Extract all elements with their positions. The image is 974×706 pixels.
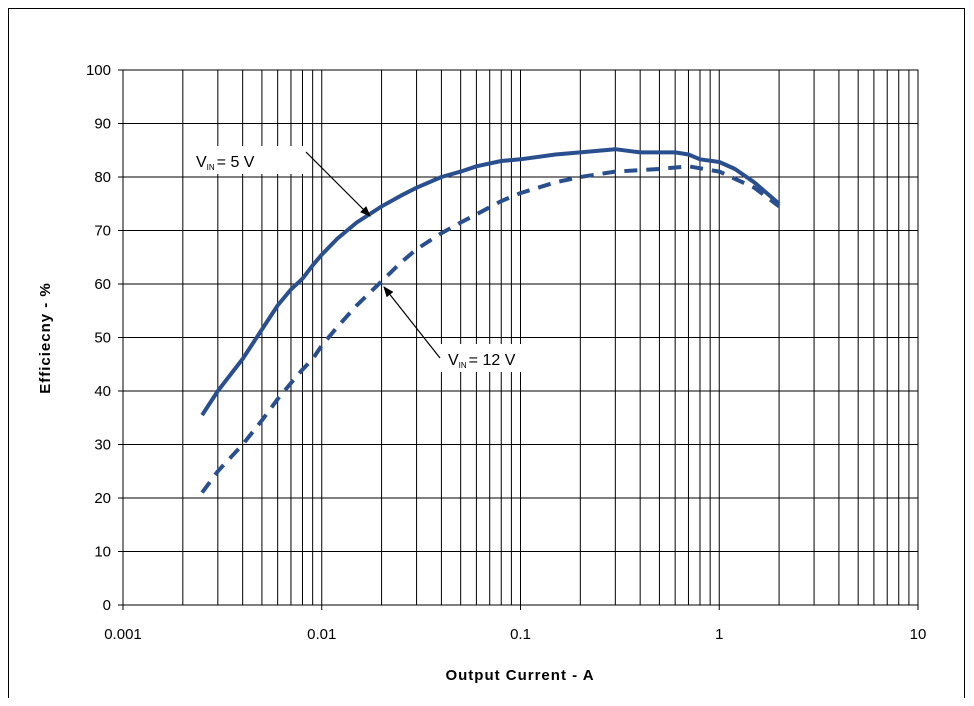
chart-frame: [8, 8, 965, 698]
y-tick-label: 80: [94, 169, 111, 186]
annotation-label: VIN = 5 V: [196, 154, 255, 172]
x-tick-label: 10: [910, 626, 927, 643]
x-tick-label: 0.01: [307, 626, 336, 643]
x-tick-label: 0.1: [510, 626, 531, 643]
y-tick-label: 100: [86, 62, 111, 79]
y-axis-title: Efficiecny - %: [37, 282, 54, 394]
annotation-vin-12v: VIN = 12 V: [383, 286, 574, 372]
y-tick-label: 90: [94, 116, 111, 133]
series-line-vin-5v: [200, 147, 781, 417]
annotation-arrow: [383, 286, 441, 359]
y-tick-label: 70: [94, 223, 111, 240]
y-tick-label: 60: [94, 276, 111, 293]
y-tick-label: 20: [94, 490, 111, 507]
y-tick-label: 10: [94, 544, 111, 561]
annotation-box: [440, 344, 574, 372]
y-tick-label: 0: [103, 597, 111, 614]
annotations: VIN = 5 V VIN = 12 V: [188, 146, 574, 372]
y-tick-label: 30: [94, 437, 111, 454]
x-tick-label: 0.001: [104, 626, 142, 643]
y-tick-label: 40: [94, 383, 111, 400]
x-tick-label: 1: [715, 626, 723, 643]
series-lines: [200, 147, 781, 494]
y-tick-label: 50: [94, 330, 111, 347]
annotation-vin-5v: VIN = 5 V: [188, 146, 371, 217]
annotation-arrow: [305, 151, 371, 217]
x-axis-title: Output Current - A: [445, 667, 594, 684]
annotation-box: [188, 146, 306, 174]
series-line-vin-12v: [200, 164, 781, 494]
annotation-label: VIN = 12 V: [448, 352, 516, 370]
x-axis-ticks: 0.001 0.01 0.1 1 10: [104, 605, 926, 643]
y-axis-ticks: 0 10 20 30 40 50 60 70 80 90 100: [86, 62, 123, 614]
